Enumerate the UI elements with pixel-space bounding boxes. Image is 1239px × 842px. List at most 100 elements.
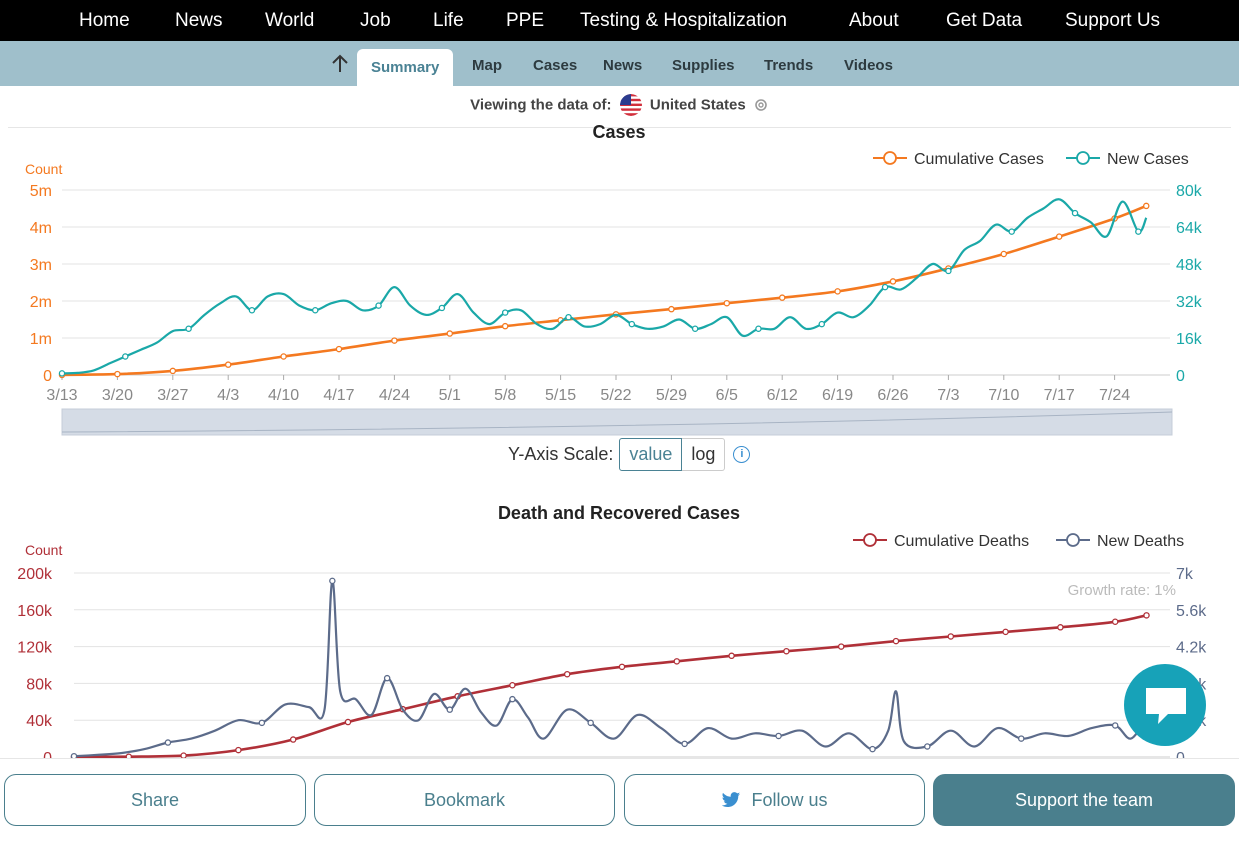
data-point	[834, 288, 841, 295]
data-point	[169, 367, 177, 375]
data-point	[114, 370, 121, 378]
nav-item-0[interactable]: Home	[79, 10, 130, 31]
y-axis-label: Count	[25, 542, 62, 558]
x-tick-label: 4/3	[217, 387, 239, 404]
tab-5[interactable]: Trends	[764, 57, 814, 74]
share-button[interactable]: Share	[4, 774, 306, 826]
data-point	[122, 353, 129, 360]
death-chart: Death and Recovered CasesCount0040k1.4k8…	[17, 503, 1207, 758]
data-point	[869, 745, 876, 753]
data-point	[587, 719, 594, 727]
series-line-0	[61, 204, 1147, 377]
scale-option-log[interactable]: log	[682, 438, 726, 471]
data-point	[185, 325, 192, 332]
scale-option-value[interactable]: value	[619, 438, 683, 471]
viewing-country[interactable]: United States	[649, 96, 746, 114]
x-tick-label: 6/26	[877, 387, 908, 404]
nav-item-3[interactable]: Job	[360, 10, 391, 31]
data-point	[125, 753, 133, 758]
zoom-slider-trend	[61, 411, 1173, 433]
data-point	[258, 719, 266, 727]
data-point	[837, 643, 845, 650]
legend-marker	[883, 151, 897, 165]
bookmark-button[interactable]: Bookmark	[314, 774, 615, 826]
data-point	[224, 361, 232, 368]
tab-3[interactable]: News	[603, 57, 643, 74]
x-tick-label: 6/19	[822, 387, 853, 404]
chat-icon	[1146, 688, 1186, 724]
support-team-button[interactable]: Support the team	[933, 774, 1235, 826]
chart-title: Death and Recovered Cases	[498, 503, 740, 523]
nav-item-1[interactable]: News	[175, 10, 223, 31]
y-left-tick: 0	[43, 750, 52, 758]
data-point	[1000, 250, 1008, 258]
series-line-0	[73, 614, 1147, 758]
nav-item-8[interactable]: Get Data	[946, 10, 1023, 31]
nav-item-2[interactable]: World	[265, 10, 315, 31]
chat-button[interactable]	[1124, 664, 1206, 746]
info-icon[interactable]: i	[733, 446, 751, 463]
data-point	[681, 740, 688, 748]
sub-nav: Summary Map Cases News Supplies Trends Videos	[0, 41, 1239, 86]
data-point	[889, 278, 897, 285]
data-point	[164, 739, 172, 746]
x-tick-label: 7/10	[988, 387, 1019, 404]
data-point	[775, 732, 782, 740]
data-point	[723, 299, 731, 307]
tab-0[interactable]: Summary	[357, 49, 454, 86]
legend-label: Cumulative Deaths	[894, 533, 1029, 550]
nav-item-9[interactable]: Support Us	[1065, 10, 1161, 31]
y-left-tick: 2m	[30, 294, 52, 311]
y-axis-scale-control: Y-Axis Scale: value log i	[508, 438, 751, 471]
y-left-tick: 1m	[30, 331, 52, 348]
nav-item-6[interactable]: Testing & Hospitalization	[580, 10, 787, 31]
tab-6[interactable]: Videos	[844, 57, 893, 74]
data-point	[783, 647, 790, 655]
data-point	[1057, 624, 1064, 631]
twitter-icon	[722, 791, 741, 807]
x-tick-label: 3/20	[102, 387, 133, 404]
y-right-tick: 7k	[1176, 566, 1194, 583]
nav-item-4[interactable]: Life	[433, 10, 464, 31]
tab-2[interactable]: Cases	[533, 57, 578, 74]
tab-1[interactable]: Map	[472, 57, 502, 74]
x-tick-label: 6/5	[716, 387, 738, 404]
data-point	[446, 330, 454, 337]
y-left-tick: 200k	[17, 566, 53, 583]
y-left-tick: 5m	[30, 183, 52, 200]
data-point	[1055, 233, 1063, 240]
data-point	[509, 681, 516, 689]
follow-us-button[interactable]: Follow us	[624, 774, 925, 826]
legend-label: Cumulative Cases	[914, 151, 1044, 168]
data-point	[180, 752, 187, 758]
x-tick-label: 5/15	[545, 387, 576, 404]
x-tick-label: 4/24	[379, 387, 410, 404]
arrow-up-icon[interactable]	[331, 54, 349, 74]
growth-rate-annotation: Growth rate: 1%	[1068, 582, 1176, 599]
series-line-1	[73, 579, 1148, 758]
y-left-tick: 3m	[30, 257, 52, 274]
tab-4[interactable]: Supplies	[672, 57, 735, 74]
data-point	[1071, 209, 1079, 217]
viewing-data-line: Viewing the data of: United States	[0, 94, 1239, 116]
data-point	[391, 337, 398, 344]
legend-marker	[1066, 533, 1080, 547]
nav-item-5[interactable]: PPE	[506, 10, 545, 31]
data-point	[501, 322, 509, 330]
x-tick-label: 6/12	[767, 387, 798, 404]
x-tick-label: 7/24	[1099, 387, 1130, 404]
data-point	[312, 306, 319, 314]
data-point	[235, 746, 242, 754]
data-point	[509, 695, 516, 703]
x-tick-label: 5/1	[439, 387, 461, 404]
data-point	[1111, 618, 1119, 626]
data-point	[673, 658, 681, 665]
gear-icon[interactable]	[753, 97, 769, 113]
data-point	[892, 637, 900, 645]
y-left-tick: 0	[43, 368, 52, 385]
series-line-1	[61, 198, 1148, 375]
nav-item-7[interactable]: About	[849, 10, 899, 31]
data-point	[1018, 735, 1025, 742]
y-right-tick: 32k	[1176, 294, 1203, 311]
data-point	[618, 663, 626, 671]
